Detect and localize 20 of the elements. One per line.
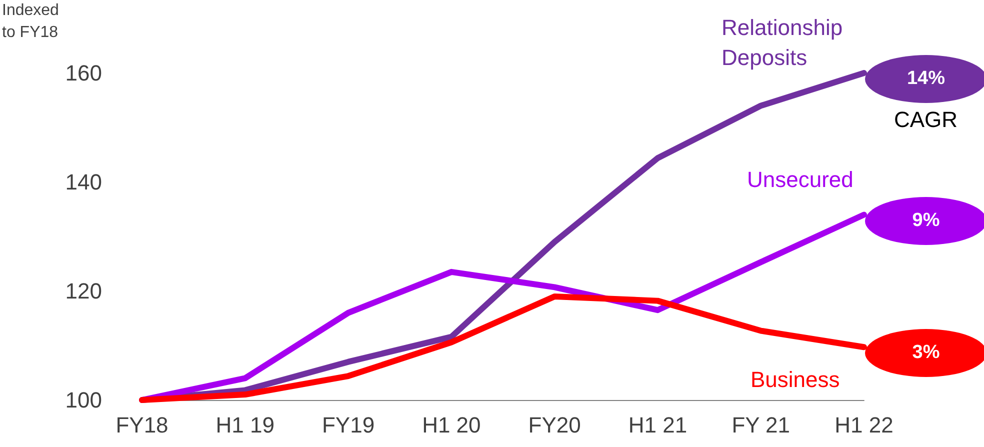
y-tick-label: 100	[65, 388, 102, 412]
series-label: Relationship Deposits	[722, 14, 843, 72]
x-tick-label: H1 20	[422, 412, 481, 438]
oval-badge: 3%	[865, 329, 984, 378]
y-tick-label: 160	[65, 60, 102, 86]
x-tick-label: H1 21	[628, 412, 688, 438]
y-axis-title: Indexed to FY18	[2, 1, 59, 43]
oval-badge: 9%	[865, 196, 984, 245]
x-tick-label: FY20	[528, 412, 581, 438]
x-tick-label: FY19	[322, 412, 375, 438]
text: CAGR	[894, 107, 958, 133]
x-tick-label: FY18	[116, 412, 168, 438]
oval-badge: 14%	[865, 55, 984, 103]
series-label: Unsecured	[747, 166, 854, 194]
x-tick-label: H1 19	[216, 412, 274, 438]
x-tick-label: H1 22	[834, 412, 894, 438]
series-label: Business	[750, 366, 840, 394]
x-tick-label: FY 21	[732, 412, 790, 438]
y-tick-label: 120	[65, 278, 102, 304]
y-tick-label: 140	[65, 170, 102, 194]
